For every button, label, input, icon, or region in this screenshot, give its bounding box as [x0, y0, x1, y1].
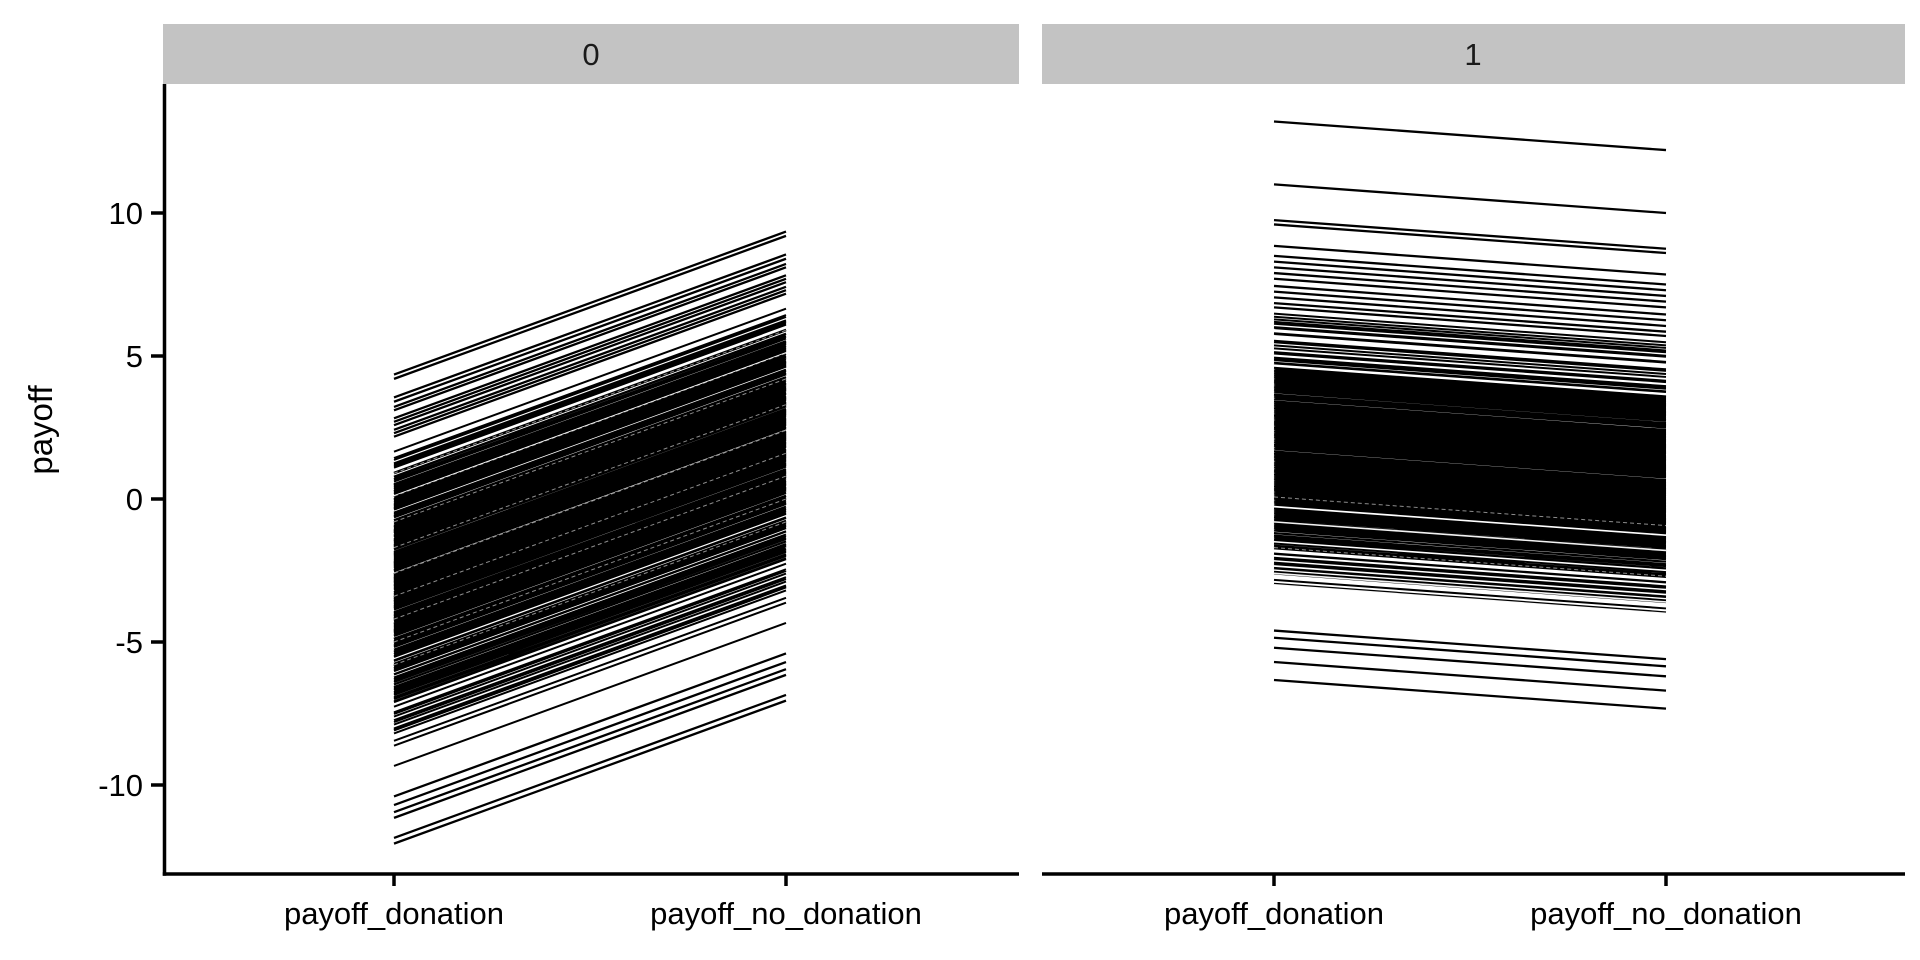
facet-strips: 0 1: [163, 24, 1905, 84]
gap-streaks-faint: [1273, 496, 1667, 577]
y-axis-tick-labels: 10 5 0 -5 -10: [98, 196, 143, 803]
gap-streaks-bright: [1273, 521, 1667, 615]
outlier-lines: [393, 230, 787, 845]
facet-0-slope-lines: [393, 230, 787, 845]
y-axis-title: payoff: [22, 385, 59, 475]
x-tick-label-f0-donation: payoff_donation: [284, 896, 504, 931]
y-tick-label-10: 10: [109, 196, 143, 231]
facet-1-slope-lines: [1273, 120, 1667, 710]
x-tick-label-f0-no-donation: payoff_no_donation: [650, 896, 922, 931]
facet-strip-0: [163, 24, 1019, 84]
y-tick-label-5: 5: [126, 339, 143, 374]
mass-lines: [1273, 312, 1667, 614]
outlier-lines: [1273, 120, 1667, 710]
facet-strip-0-label: 0: [582, 37, 599, 72]
x-axis-ticks: [392, 874, 1668, 886]
y-tick-label-neg5: -5: [115, 625, 143, 660]
y-axis-ticks: [151, 211, 163, 787]
facet-strip-1-label: 1: [1464, 37, 1481, 72]
facet-strip-1: [1042, 24, 1905, 84]
mass-lines: [393, 307, 787, 767]
y-tick-label-0: 0: [126, 482, 143, 517]
y-tick-label-neg10: -10: [98, 768, 143, 803]
axis-lines: [162, 84, 1905, 876]
x-tick-label-f1-donation: payoff_donation: [1164, 896, 1384, 931]
x-tick-label-f1-no-donation: payoff_no_donation: [1530, 896, 1802, 931]
x-axis-tick-labels: payoff_donation payoff_no_donation payof…: [284, 896, 1802, 931]
